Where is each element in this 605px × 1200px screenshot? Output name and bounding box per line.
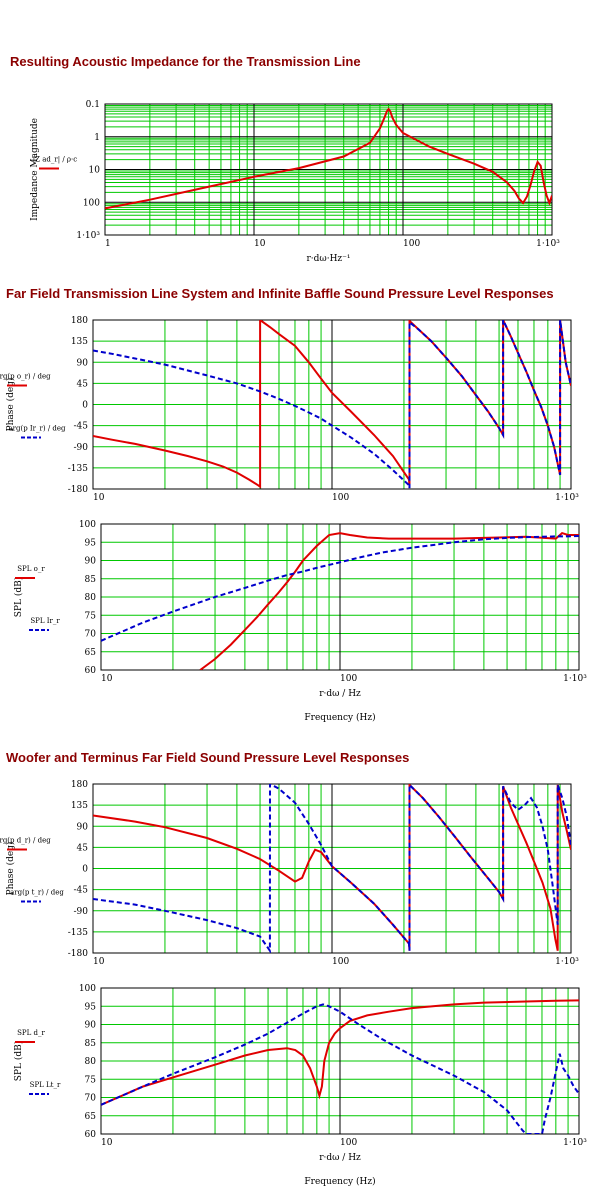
y-tick-label: 95 <box>85 1002 97 1012</box>
x-axis-label: r·dω / Hz <box>319 689 361 699</box>
plot-frame <box>100 523 580 671</box>
plot-frame <box>92 783 572 954</box>
y-tick-label: -180 <box>68 485 88 495</box>
y-tick-label: 100 <box>83 198 100 208</box>
series-line-1 <box>101 999 579 1106</box>
chart-2: 180 135 90 45 0 -45 -90 -135 -180 10 100 1·10³ Phase… <box>0 316 579 503</box>
section-title-impedance: Resulting Acoustic Impedance for the Tra… <box>10 54 361 69</box>
y-tick-label: 100 <box>79 984 96 994</box>
series-line-2 <box>93 784 571 953</box>
y-tick-label: 90 <box>85 1021 97 1031</box>
x-axis-label: r·dω·Hz⁻¹ <box>306 254 350 264</box>
y-tick-label: 85 <box>85 575 97 585</box>
y-tick-label: 65 <box>85 648 97 658</box>
series-line-2 <box>101 1003 579 1134</box>
plot-frame <box>104 103 553 236</box>
y-tick-label: 60 <box>85 666 97 676</box>
y-axis-label: SPL (dB) <box>13 1041 24 1081</box>
y-tick-label: 95 <box>85 538 97 548</box>
chart-5: 100 95 90 85 80 75 70 65 60 10 100 1·10³ SPL (dB) SPL… <box>13 984 587 1187</box>
y-tick-label: 75 <box>85 1075 97 1085</box>
y-tick-label: 85 <box>85 1039 97 1049</box>
y-tick-label: 75 <box>85 611 97 621</box>
y-tick-label: 100 <box>79 520 96 530</box>
y-tick-label: -45 <box>74 886 89 896</box>
y-tick-label: 0 <box>82 865 88 875</box>
y-tick-label: 135 <box>71 801 88 811</box>
y-tick-label: 90 <box>77 358 89 368</box>
y-axis-label: SPL (dB) <box>13 577 24 617</box>
y-axis-label: Phase (deg) <box>5 378 16 432</box>
x-tick-label: 1·10³ <box>555 957 579 967</box>
y-tick-label: -180 <box>68 949 88 959</box>
y-axis-label: Phase (deg) <box>5 842 16 896</box>
y-axis-label: Impedance Magnitude <box>30 118 40 221</box>
x-tick-label: 100 <box>403 239 420 249</box>
x-axis-label: r·dω / Hz <box>319 1153 361 1163</box>
legend-label-1: |Z ad_r| / ρ·c <box>33 156 77 164</box>
x-axis-label-frequency: Frequency (Hz) <box>304 712 375 723</box>
y-tick-label: 65 <box>85 1112 97 1122</box>
x-tick-label: 10 <box>93 957 105 967</box>
series-line-1 <box>93 320 571 489</box>
series-line-2 <box>93 320 571 489</box>
y-tick-label: -90 <box>74 443 89 453</box>
y-tick-label: 0.1 <box>86 100 100 110</box>
series-line-2 <box>101 535 579 642</box>
x-tick-label: 100 <box>332 957 349 967</box>
y-tick-label: -90 <box>74 907 89 917</box>
series-line-1 <box>105 107 552 210</box>
y-tick-label: 60 <box>85 1130 97 1140</box>
section-title-system-spl: Far Field Transmission Line System and I… <box>6 286 554 301</box>
legend-label-1: arg(p d_r) / deg <box>0 837 51 845</box>
legend-label-1: SPL d_r <box>17 1029 45 1037</box>
y-tick-label: 45 <box>77 379 89 389</box>
y-tick-label: 135 <box>71 337 88 347</box>
series-line-1 <box>199 531 579 670</box>
y-tick-label: 70 <box>85 630 97 640</box>
y-tick-label: 1 <box>94 133 100 143</box>
x-tick-label: 100 <box>332 493 349 503</box>
y-tick-label: 90 <box>77 822 89 832</box>
y-tick-label: -45 <box>74 422 89 432</box>
chart-3: 100 95 90 85 80 75 70 65 60 10 100 1·10³ SPL (dB) SPL… <box>13 520 587 723</box>
y-tick-label: 70 <box>85 1094 97 1104</box>
y-tick-label: -135 <box>68 464 88 474</box>
legend-label-2: arg(p Ir_r) / deg <box>8 425 66 433</box>
plot-frame <box>92 319 572 490</box>
chart-4: 180 135 90 45 0 -45 -90 -135 -180 10 100 1·10³ Phase… <box>0 780 579 967</box>
y-tick-label: 80 <box>85 593 97 603</box>
y-tick-label: 80 <box>85 1057 97 1067</box>
x-tick-label: 10 <box>101 674 113 684</box>
legend-label-1: arg(p o_r) / deg <box>0 373 51 381</box>
x-tick-label: 1·10³ <box>563 1138 587 1148</box>
y-tick-label: 0 <box>82 401 88 411</box>
x-tick-label: 10 <box>254 239 266 249</box>
section-title-woofer-terminus: Woofer and Terminus Far Field Sound Pres… <box>6 750 409 765</box>
x-tick-label: 1·10³ <box>536 239 560 249</box>
x-tick-label: 10 <box>93 493 105 503</box>
y-tick-label: -135 <box>68 928 88 938</box>
y-tick-label: 1·10³ <box>76 231 100 241</box>
x-tick-label: 100 <box>340 1138 357 1148</box>
x-tick-label: 1·10³ <box>555 493 579 503</box>
legend-label-2: SPL Lt_r <box>30 1081 61 1089</box>
x-tick-label: 100 <box>340 674 357 684</box>
y-tick-label: 90 <box>85 557 97 567</box>
legend-label-2: arg(p t_r) / deg <box>10 889 64 897</box>
x-tick-label: 1·10³ <box>563 674 587 684</box>
y-tick-label: 45 <box>77 843 89 853</box>
y-tick-label: 10 <box>89 166 101 176</box>
y-tick-label: 180 <box>71 316 88 326</box>
plot-frame <box>100 987 580 1135</box>
chart-1: 0.1 1 10 100 1·10³ 1 10 100 1·10³ Impedance Magni… <box>30 100 560 264</box>
legend-label-1: SPL o_r <box>17 565 45 573</box>
x-tick-label: 10 <box>101 1138 113 1148</box>
x-tick-label: 1 <box>105 239 111 249</box>
x-axis-label-frequency: Frequency (Hz) <box>304 1176 375 1187</box>
y-tick-label: 180 <box>71 780 88 790</box>
legend-label-2: SPL Ir_r <box>30 617 60 625</box>
